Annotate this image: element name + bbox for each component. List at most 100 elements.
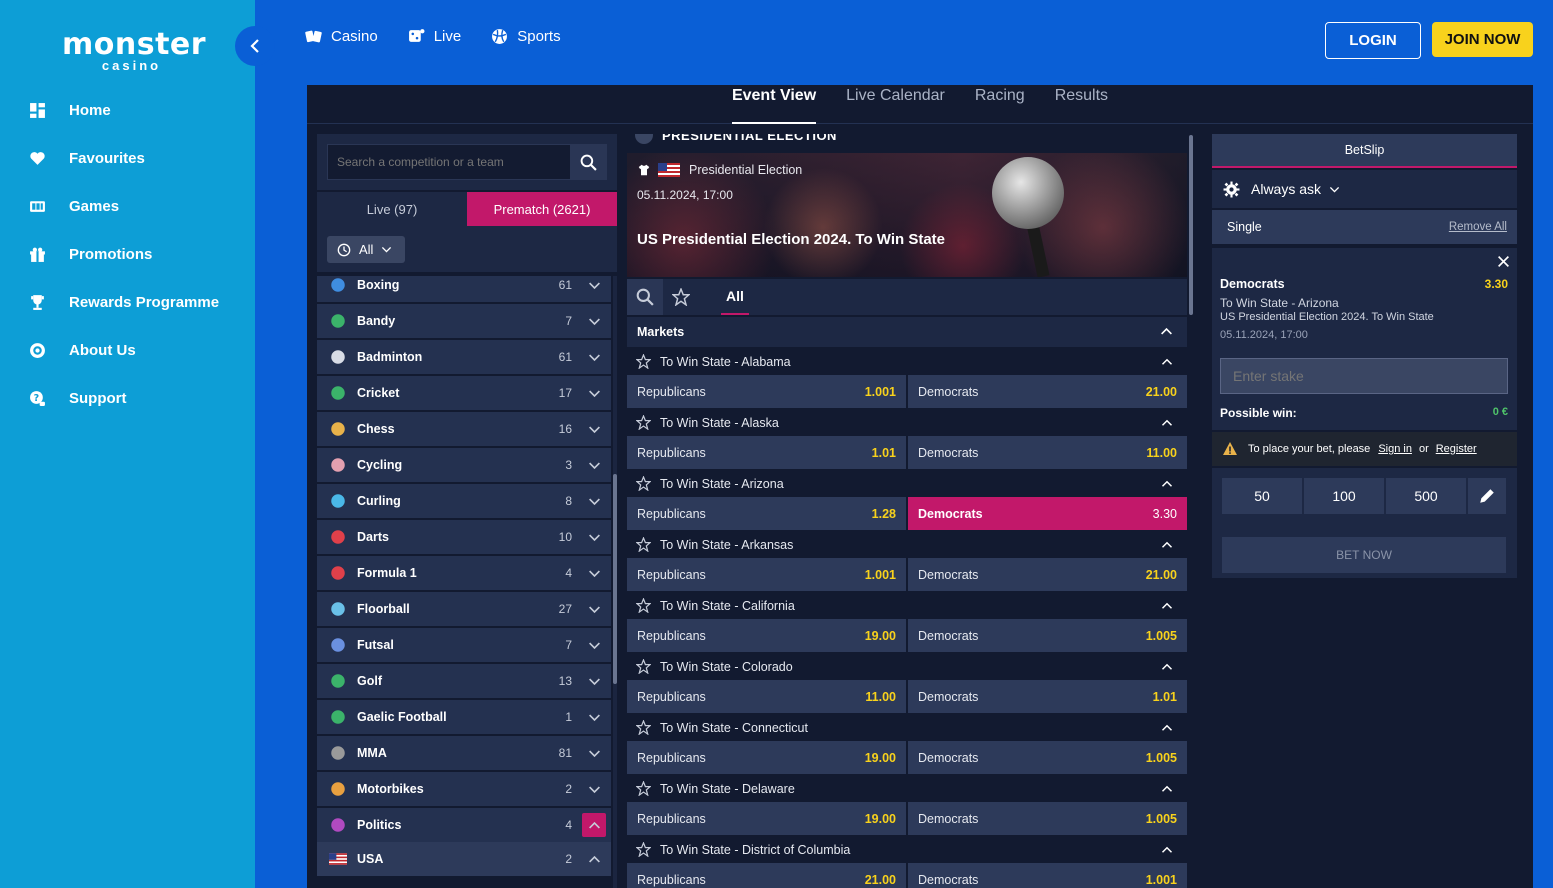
chevron-up-icon[interactable] bbox=[1161, 783, 1173, 795]
search-button[interactable] bbox=[570, 144, 607, 180]
close-icon[interactable] bbox=[1497, 255, 1510, 268]
chevron-down-icon[interactable] bbox=[582, 705, 606, 729]
sport-row[interactable]: Bandy 7 bbox=[317, 304, 611, 338]
sport-row[interactable]: Chess 16 bbox=[317, 412, 611, 446]
edit-stakes-button[interactable] bbox=[1468, 478, 1506, 514]
odds-change-setting[interactable]: Always ask bbox=[1212, 170, 1517, 208]
sport-row[interactable]: Gaelic Football 1 bbox=[317, 700, 611, 734]
star-icon[interactable] bbox=[636, 720, 651, 735]
chevron-up-icon[interactable] bbox=[582, 847, 606, 871]
odd-button[interactable]: Republicans 1.001 bbox=[627, 558, 906, 591]
join-now-button[interactable]: JOIN NOW bbox=[1432, 22, 1533, 57]
favourites-filter-button[interactable] bbox=[663, 279, 699, 315]
chevron-up-icon[interactable] bbox=[1161, 478, 1173, 490]
sidebar-item-about[interactable]: About Us bbox=[0, 326, 255, 374]
odd-button[interactable]: Republicans 19.00 bbox=[627, 741, 906, 774]
chevron-down-icon[interactable] bbox=[582, 525, 606, 549]
star-icon[interactable] bbox=[636, 781, 651, 796]
sport-row[interactable]: MMA 81 bbox=[317, 736, 611, 770]
sidebar-item-games[interactable]: Games bbox=[0, 182, 255, 230]
chevron-down-icon[interactable] bbox=[582, 381, 606, 405]
tab-racing[interactable]: Racing bbox=[974, 87, 1025, 104]
nav-sports[interactable]: Sports bbox=[491, 28, 561, 45]
star-icon[interactable] bbox=[636, 354, 651, 369]
odd-button[interactable]: Republicans 19.00 bbox=[627, 619, 906, 652]
chevron-down-icon[interactable] bbox=[582, 633, 606, 657]
sport-row[interactable]: Formula 1 4 bbox=[317, 556, 611, 590]
star-icon[interactable] bbox=[636, 659, 651, 674]
star-icon[interactable] bbox=[636, 537, 651, 552]
sidebar-item-favourites[interactable]: Favourites bbox=[0, 134, 255, 182]
register-link[interactable]: Register bbox=[1435, 443, 1477, 455]
chevron-down-icon[interactable] bbox=[582, 777, 606, 801]
market-filter-all[interactable]: All bbox=[721, 279, 749, 315]
chevron-down-icon[interactable] bbox=[582, 669, 606, 693]
sport-row[interactable]: Cycling 3 bbox=[317, 448, 611, 482]
market-header[interactable]: To Win State - District of Columbia bbox=[627, 836, 1187, 863]
sport-row[interactable]: Cricket 17 bbox=[317, 376, 611, 410]
sport-row[interactable]: Curling 8 bbox=[317, 484, 611, 518]
odd-button[interactable]: Republicans 1.28 bbox=[627, 497, 906, 530]
star-icon[interactable] bbox=[636, 842, 651, 857]
chevron-up-icon[interactable] bbox=[1161, 722, 1173, 734]
stake-input[interactable] bbox=[1220, 358, 1508, 394]
login-button[interactable]: LOGIN bbox=[1325, 22, 1421, 59]
logo[interactable]: monster casino bbox=[62, 30, 206, 73]
odd-button[interactable]: Democrats 11.00 bbox=[908, 436, 1187, 469]
sport-row[interactable]: Darts 10 bbox=[317, 520, 611, 554]
chevron-up-icon[interactable] bbox=[582, 813, 606, 837]
tab-live[interactable]: Live (97) bbox=[317, 192, 467, 226]
back-icon[interactable] bbox=[635, 134, 653, 144]
chevron-up-icon[interactable] bbox=[1161, 844, 1173, 856]
market-header[interactable]: To Win State - Arizona bbox=[627, 470, 1187, 497]
chevron-down-icon[interactable] bbox=[582, 276, 606, 297]
chevron-up-icon[interactable] bbox=[1161, 661, 1173, 673]
tab-results[interactable]: Results bbox=[1054, 87, 1109, 104]
chevron-up-icon[interactable] bbox=[1161, 600, 1173, 612]
remove-all-link[interactable]: Remove All bbox=[1448, 221, 1507, 233]
odd-button[interactable]: Republicans 21.00 bbox=[627, 863, 906, 888]
sport-list-scroll-thumb[interactable] bbox=[613, 474, 617, 684]
odd-button[interactable]: Democrats 21.00 bbox=[908, 375, 1187, 408]
bet-type-single[interactable]: Single bbox=[1227, 220, 1262, 234]
sport-row[interactable]: Badminton 61 bbox=[317, 340, 611, 374]
sport-row[interactable]: Motorbikes 2 bbox=[317, 772, 611, 806]
chevron-down-icon[interactable] bbox=[582, 561, 606, 585]
star-icon[interactable] bbox=[636, 415, 651, 430]
odd-button[interactable]: Democrats 1.005 bbox=[908, 619, 1187, 652]
market-header[interactable]: To Win State - Delaware bbox=[627, 775, 1187, 802]
event-panel-scrollbar[interactable] bbox=[1189, 135, 1193, 315]
chevron-down-icon[interactable] bbox=[582, 741, 606, 765]
chevron-down-icon[interactable] bbox=[582, 309, 606, 333]
sidebar-item-home[interactable]: Home bbox=[0, 86, 255, 134]
bet-now-button[interactable]: BET NOW bbox=[1222, 537, 1506, 573]
odd-button[interactable]: Republicans 1.001 bbox=[627, 375, 906, 408]
time-filter-dropdown[interactable]: All bbox=[327, 236, 405, 263]
nav-casino[interactable]: Casino bbox=[305, 28, 378, 45]
tab-event-view[interactable]: Event View bbox=[731, 85, 817, 124]
sport-row[interactable]: Floorball 27 bbox=[317, 592, 611, 626]
market-header[interactable]: To Win State - Arkansas bbox=[627, 531, 1187, 558]
market-header[interactable]: To Win State - Alaska bbox=[627, 409, 1187, 436]
market-search-button[interactable] bbox=[627, 279, 663, 315]
chevron-down-icon[interactable] bbox=[582, 345, 606, 369]
chevron-down-icon[interactable] bbox=[582, 489, 606, 513]
market-header[interactable]: To Win State - Colorado bbox=[627, 653, 1187, 680]
sidebar-item-rewards[interactable]: Rewards Programme bbox=[0, 278, 255, 326]
sport-row[interactable]: Politics 4 bbox=[317, 808, 611, 842]
chevron-up-icon[interactable] bbox=[1161, 417, 1173, 429]
sidebar-collapse-button[interactable] bbox=[235, 26, 275, 66]
sidebar-item-support[interactable]: ? Support bbox=[0, 374, 255, 422]
odd-button[interactable]: Republicans 11.00 bbox=[627, 680, 906, 713]
star-icon[interactable] bbox=[636, 598, 651, 613]
odd-button[interactable]: Democrats 3.30 bbox=[908, 497, 1187, 530]
sidebar-item-promotions[interactable]: Promotions bbox=[0, 230, 255, 278]
sign-in-link[interactable]: Sign in bbox=[1378, 443, 1412, 455]
market-header[interactable]: To Win State - California bbox=[627, 592, 1187, 619]
chevron-down-icon[interactable] bbox=[582, 453, 606, 477]
sport-row[interactable]: Futsal 7 bbox=[317, 628, 611, 662]
chevron-up-icon[interactable] bbox=[1161, 539, 1173, 551]
market-header[interactable]: To Win State - Connecticut bbox=[627, 714, 1187, 741]
odd-button[interactable]: Democrats 1.005 bbox=[908, 741, 1187, 774]
markets-header[interactable]: Markets bbox=[627, 317, 1187, 347]
